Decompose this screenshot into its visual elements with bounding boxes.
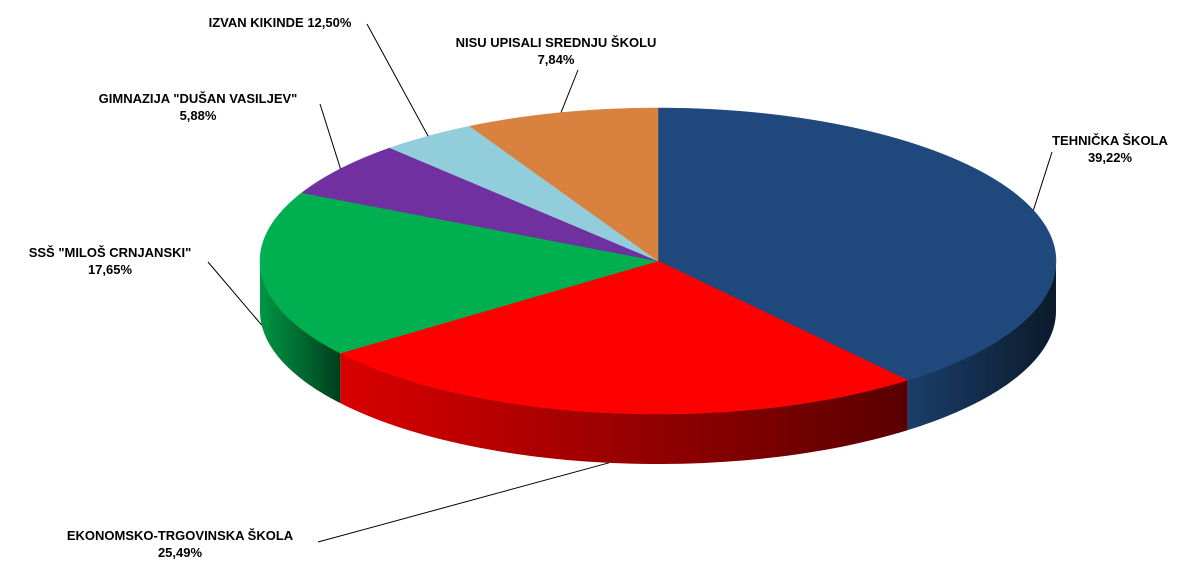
slice-label-value-2: 17,65% (88, 262, 133, 277)
slice-label-value-5: 7,84% (538, 52, 575, 67)
pie-slice-5 (469, 107, 659, 262)
slice-label-name-5: NISU UPISALI SREDNJU ŠKOLU (456, 35, 657, 50)
pie-side-walls (260, 261, 1056, 464)
slice-label-4: IZVAN KIKINDE 12,50% (209, 15, 352, 30)
pie-side-0 (907, 261, 1056, 431)
slice-label-name-0: TEHNIČKA ŠKOLA (1052, 133, 1168, 148)
pie-labels: TEHNIČKA ŠKOLA 39,22% EKONOMSKO-TRGOVINSKA… (29, 15, 1169, 560)
leader-line-0 (1032, 151, 1053, 211)
pie-slice-4 (389, 125, 659, 262)
slice-label-value-4: 12,50% (307, 15, 352, 30)
slice-label-name-2: SSŠ "MILOŠ CRNJANSKI" (29, 245, 192, 260)
slice-label-name-1: EKONOMSKO-TRGOVINSKA ŠKOLA (67, 528, 294, 543)
pie-slice-1 (339, 260, 909, 415)
slice-label-name-3: GIMNAZIJA "DUŠAN VASILJEV" (99, 91, 298, 106)
pie-side-1 (340, 353, 908, 464)
pie-side-2 (260, 261, 341, 404)
leader-line-5 (560, 69, 579, 113)
leader-line-1 (317, 462, 610, 543)
leader-line-2 (207, 261, 263, 326)
slice-label-value-0: 39,22% (1088, 150, 1133, 165)
leader-line-4 (366, 23, 429, 137)
pie-slices (259, 107, 1057, 415)
pie-slice-2 (259, 192, 659, 354)
slice-label-value-3: 5,88% (180, 108, 217, 123)
leader-line-3 (319, 103, 341, 169)
slice-label-name-4: IZVAN KIKINDE (209, 15, 308, 30)
slice-label-value-1: 25,49% (158, 545, 203, 560)
